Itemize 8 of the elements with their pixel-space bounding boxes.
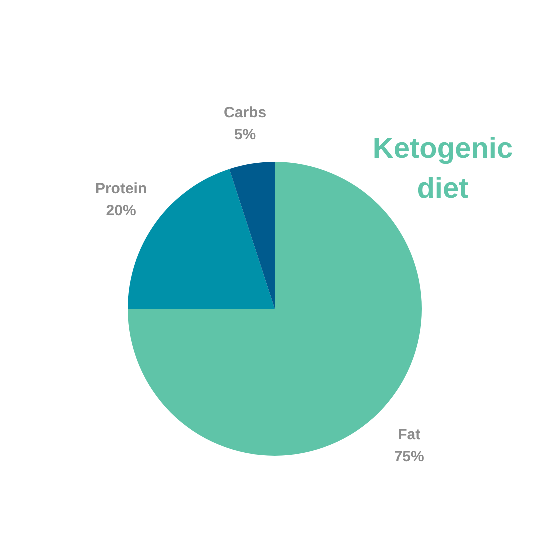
data-label: 5%	[234, 126, 256, 144]
slice-label: Fat	[398, 426, 421, 444]
slice-label: Protein	[95, 180, 148, 198]
slice-label: Carbs	[224, 104, 267, 122]
data-label: 75%	[394, 448, 424, 466]
text: Ketogenic diet	[372, 133, 514, 205]
pie-slice	[230, 162, 275, 309]
data-label: 20%	[106, 202, 136, 220]
